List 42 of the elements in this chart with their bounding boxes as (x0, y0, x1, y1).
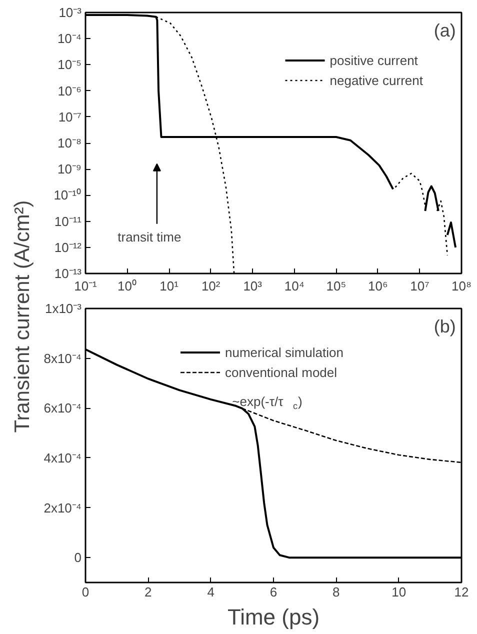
y-tick-label: 10⁻⁶ (58, 83, 82, 98)
y-tick-label: 8x10⁻⁴ (44, 350, 82, 366)
x-tick-label: 2 (144, 584, 152, 600)
legend-label: conventional model (225, 364, 338, 380)
y-tick-label: 10⁻³ (58, 5, 82, 20)
y-tick-label: 10⁻⁹ (57, 162, 82, 177)
x-tick-label: 6 (270, 584, 278, 600)
x-tick-label: 10¹ (160, 278, 180, 294)
x-tick-label: 12 (454, 584, 469, 600)
y-axis-title: Transient current (A/cm²) (11, 200, 34, 433)
annotation: transit time (118, 229, 182, 244)
y-tick-label: 10⁻⁷ (58, 109, 82, 124)
y-tick-label: 2x10⁻⁴ (44, 500, 82, 516)
x-tick-label: 10⁸ (452, 278, 472, 294)
legend-label: positive current (330, 52, 418, 68)
y-tick-label: 10⁻¹¹ (54, 214, 82, 229)
y-tick-label: 4x10⁻⁴ (44, 450, 82, 466)
x-tick-label: 10⁻¹ (74, 278, 98, 294)
x-axis-title: Time (ps) (227, 604, 320, 630)
y-tick-label: 10⁻⁸ (58, 136, 82, 150)
x-tick-label: 10⁵ (326, 278, 346, 294)
x-tick-label: 10⁴ (284, 278, 304, 294)
y-tick-label: 6x10⁻⁴ (44, 400, 82, 416)
x-tick-label: 10⁰ (118, 278, 138, 294)
annotation: (a) (434, 20, 456, 40)
y-tick-label: 10⁻¹² (54, 240, 82, 255)
x-tick-label: 10⁷ (410, 278, 430, 294)
y-tick-label: 10⁻⁴ (57, 31, 82, 46)
x-tick-label: 4 (207, 584, 214, 600)
legend-label: negative current (330, 72, 423, 88)
y-tick-label: 0 (74, 550, 82, 566)
x-tick-label: 10³ (243, 278, 263, 294)
x-tick-label: 10 (392, 584, 406, 600)
legend-label: numerical simulation (225, 344, 344, 360)
x-tick-label: 10² (201, 278, 221, 294)
annotation: (b) (434, 316, 456, 337)
x-tick-label: 10⁶ (368, 278, 388, 294)
y-tick-label: 10⁻¹⁰ (54, 188, 82, 203)
y-tick-label: 10⁻⁵ (58, 57, 82, 72)
x-tick-label: 8 (332, 584, 340, 600)
y-tick-label: 1x10⁻³ (44, 301, 82, 316)
y-tick-label: 10⁻¹³ (54, 266, 82, 281)
